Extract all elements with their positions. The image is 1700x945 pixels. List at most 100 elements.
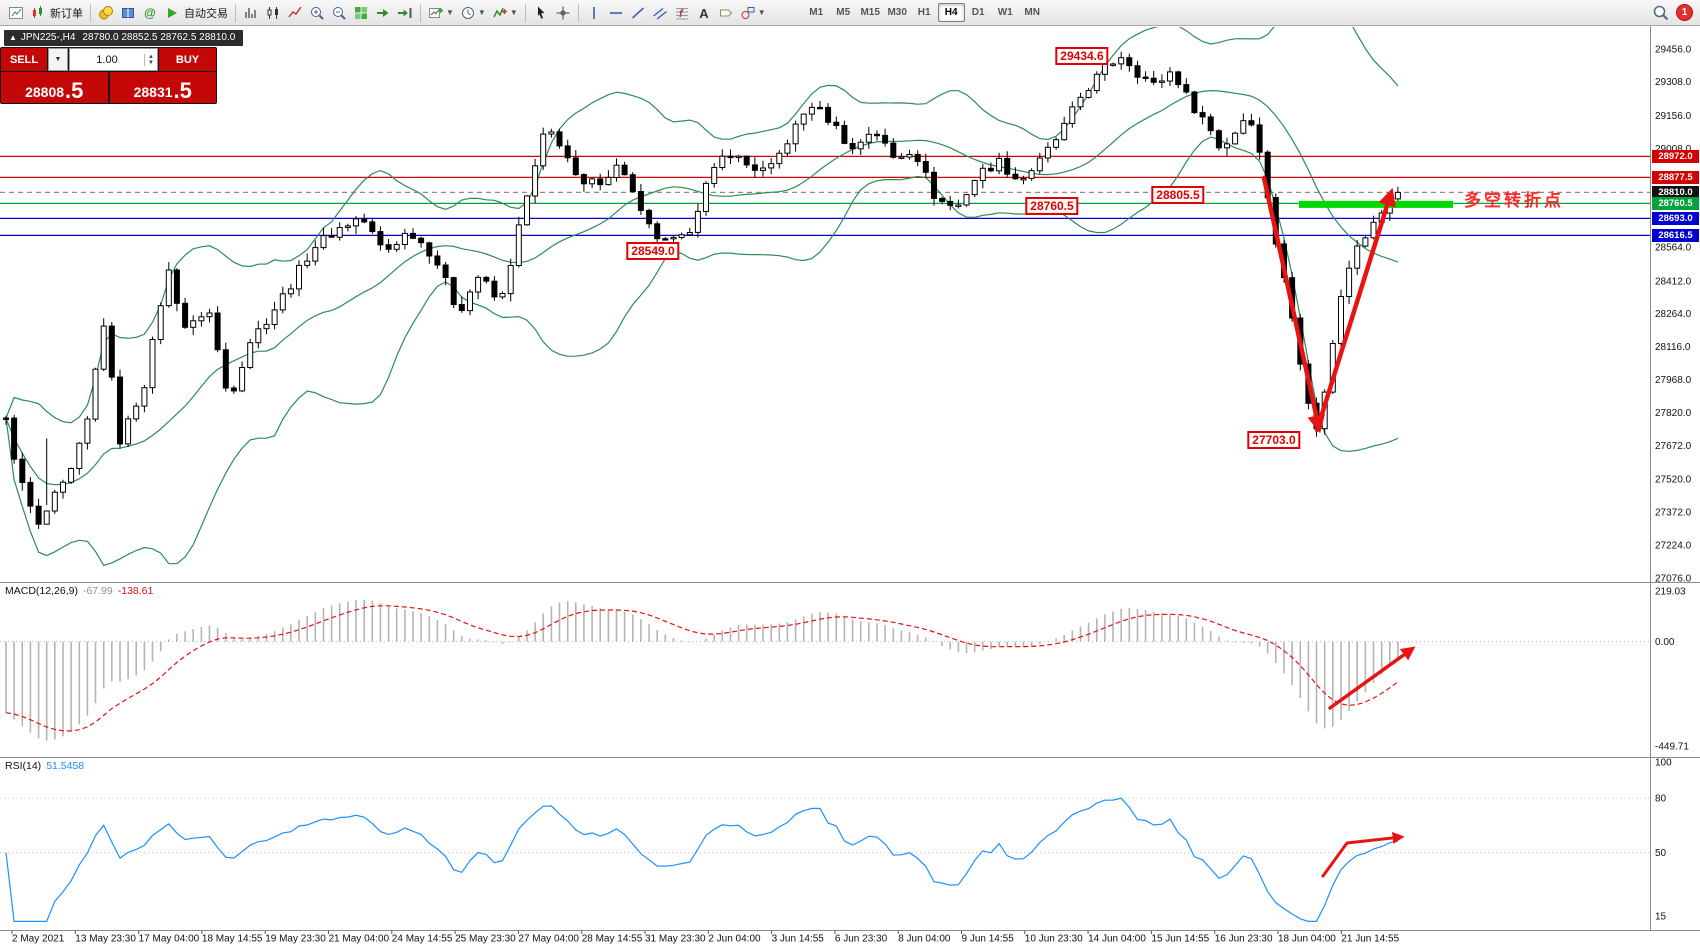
svg-text:f: f <box>679 8 684 20</box>
sell-button[interactable]: SELL <box>1 48 47 71</box>
spinner-down-icon[interactable]: ▼ <box>148 59 154 66</box>
price-callout[interactable]: 28805.5 <box>1151 186 1205 204</box>
indicators-button[interactable]: ▼ <box>489 2 521 24</box>
tile-windows-button[interactable] <box>350 2 372 24</box>
ask-price[interactable]: 28831.5 <box>109 72 216 103</box>
zoom-in-button[interactable] <box>306 2 328 24</box>
svg-text:29156.0: 29156.0 <box>1655 111 1692 122</box>
periods-icon <box>460 5 476 21</box>
buy-button[interactable]: BUY <box>159 48 216 71</box>
text-label-button[interactable] <box>715 2 737 24</box>
trendline-button[interactable] <box>627 2 649 24</box>
collapse-arrow-icon[interactable]: ▲ <box>9 33 17 42</box>
svg-text:2 May 2021: 2 May 2021 <box>12 934 65 945</box>
zoom-in-icon <box>309 5 325 21</box>
zoom-out-icon <box>331 5 347 21</box>
candle-chart-button[interactable] <box>262 2 284 24</box>
text-button[interactable]: A <box>693 2 715 24</box>
notification-badge[interactable]: 1 <box>1676 4 1693 21</box>
fibonacci-icon: f <box>674 5 690 21</box>
svg-text:18 May 14:55: 18 May 14:55 <box>202 934 263 945</box>
trendline-icon <box>630 5 646 21</box>
timeframe-m1-button[interactable]: M1 <box>809 7 824 18</box>
new-order-button[interactable]: 新订单 <box>27 2 86 24</box>
svg-text:27224.0: 27224.0 <box>1655 540 1692 551</box>
timeframe-bar: M1 M5 M15 M30 H1 H4 D1 W1 MN <box>803 3 1046 22</box>
text-icon: A <box>696 5 712 21</box>
svg-text:31 May 23:30: 31 May 23:30 <box>645 934 706 945</box>
bid-price[interactable]: 28808.5 <box>1 72 108 103</box>
timeframe-mn-button[interactable]: MN <box>1024 7 1040 18</box>
market-watch-button[interactable] <box>95 2 117 24</box>
price-callout[interactable]: 29434.6 <box>1055 47 1109 65</box>
chevron-down-icon: ▼ <box>509 8 518 17</box>
timeframe-h1-button[interactable]: H1 <box>917 7 931 18</box>
chart-window-button[interactable] <box>5 2 27 24</box>
volume-field[interactable]: 1.00 ▲ ▼ <box>69 48 158 71</box>
svg-text:21 May 04:00: 21 May 04:00 <box>329 934 390 945</box>
search-icon[interactable] <box>1652 4 1669 21</box>
cursor-button[interactable] <box>530 2 552 24</box>
zoom-out-button[interactable] <box>328 2 350 24</box>
indicators-icon <box>492 5 508 21</box>
svg-text:219.03: 219.03 <box>1655 586 1686 597</box>
price-callout[interactable]: 27703.0 <box>1247 431 1301 449</box>
svg-text:10 Jun 23:30: 10 Jun 23:30 <box>1025 934 1083 945</box>
svg-text:21 Jun 14:55: 21 Jun 14:55 <box>1341 934 1399 945</box>
volume-spinner[interactable]: ▲ ▼ <box>144 53 157 66</box>
toolbar-separator <box>577 3 579 22</box>
chart-shift-icon <box>397 5 413 21</box>
timeframe-d1-button[interactable]: D1 <box>971 7 985 18</box>
chart-window-icon <box>8 5 24 21</box>
spinner-up-icon[interactable]: ▲ <box>148 53 154 60</box>
volume-dropdown[interactable]: ▼ <box>48 48 68 71</box>
vertical-line-button[interactable] <box>583 2 605 24</box>
chart-shift-button[interactable] <box>394 2 416 24</box>
fibonacci-button[interactable]: f <box>671 2 693 24</box>
bar-chart-icon <box>243 5 259 21</box>
price-axis-tag: 28760.5 <box>1652 196 1699 210</box>
price-axis-tag: 28616.5 <box>1652 228 1699 242</box>
turning-point-annotation[interactable]: 多空转折点 <box>1464 191 1564 210</box>
auto-trading-icon <box>164 5 180 21</box>
price-axis-tag: 28693.0 <box>1652 211 1699 225</box>
chevron-down-icon: ▼ <box>477 8 486 17</box>
equidistant-channel-icon <box>652 5 668 21</box>
data-window-button[interactable] <box>117 2 139 24</box>
price-callout[interactable]: 28549.0 <box>626 242 680 260</box>
navigator-button[interactable]: @ <box>139 2 161 24</box>
auto-scroll-button[interactable] <box>372 2 394 24</box>
svg-text:28 May 14:55: 28 May 14:55 <box>582 934 643 945</box>
timeframe-m5-button[interactable]: M5 <box>836 7 851 18</box>
svg-text:A: A <box>699 6 709 21</box>
line-chart-button[interactable] <box>284 2 306 24</box>
svg-text:27672.0: 27672.0 <box>1655 441 1692 452</box>
timeframe-h4-button[interactable]: H4 <box>937 3 965 22</box>
rsi-arrow <box>1321 831 1405 878</box>
svg-text:15: 15 <box>1655 912 1667 923</box>
horizontal-line-button[interactable] <box>605 2 627 24</box>
toolbar: 新订单 @ 自动交易 ▼ ▼ ▼ f A ▼ M1 M5 M15 M30 H1 H4 D1 W1 MN 1 <box>0 0 1700 26</box>
equidistant-channel-button[interactable] <box>649 2 671 24</box>
periods-button[interactable]: ▼ <box>457 2 489 24</box>
timeframe-w1-button[interactable]: W1 <box>997 7 1013 18</box>
arrows-shapes-button[interactable]: ▼ <box>737 2 769 24</box>
crosshair-button[interactable] <box>552 2 574 24</box>
bar-chart-button[interactable] <box>240 2 262 24</box>
price-axis-tag: 28810.0 <box>1652 185 1699 199</box>
svg-text:100: 100 <box>1655 758 1672 769</box>
toolbar-separator <box>235 3 236 22</box>
auto-trading-label: 自动交易 <box>184 7 228 20</box>
timeframe-m30-button[interactable]: M30 <box>887 7 907 18</box>
new-chart-button[interactable]: ▼ <box>425 2 457 24</box>
navigator-icon: @ <box>142 5 158 21</box>
macd-title: MACD(12,26,9) <box>5 585 78 597</box>
svg-text:16 Jun 23:30: 16 Jun 23:30 <box>1215 934 1273 945</box>
timeframe-m15-button[interactable]: M15 <box>860 7 880 18</box>
auto-trading-button[interactable]: 自动交易 <box>161 2 231 24</box>
svg-text:28264.0: 28264.0 <box>1655 309 1692 320</box>
vertical-line-icon <box>586 5 602 21</box>
price-callout[interactable]: 28760.5 <box>1025 197 1079 215</box>
symbol-name: JPN225-,H4 <box>20 32 76 43</box>
